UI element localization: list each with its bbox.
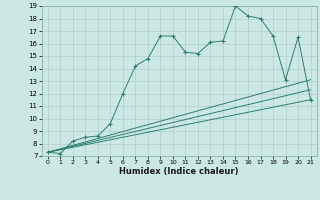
X-axis label: Humidex (Indice chaleur): Humidex (Indice chaleur) — [119, 167, 239, 176]
